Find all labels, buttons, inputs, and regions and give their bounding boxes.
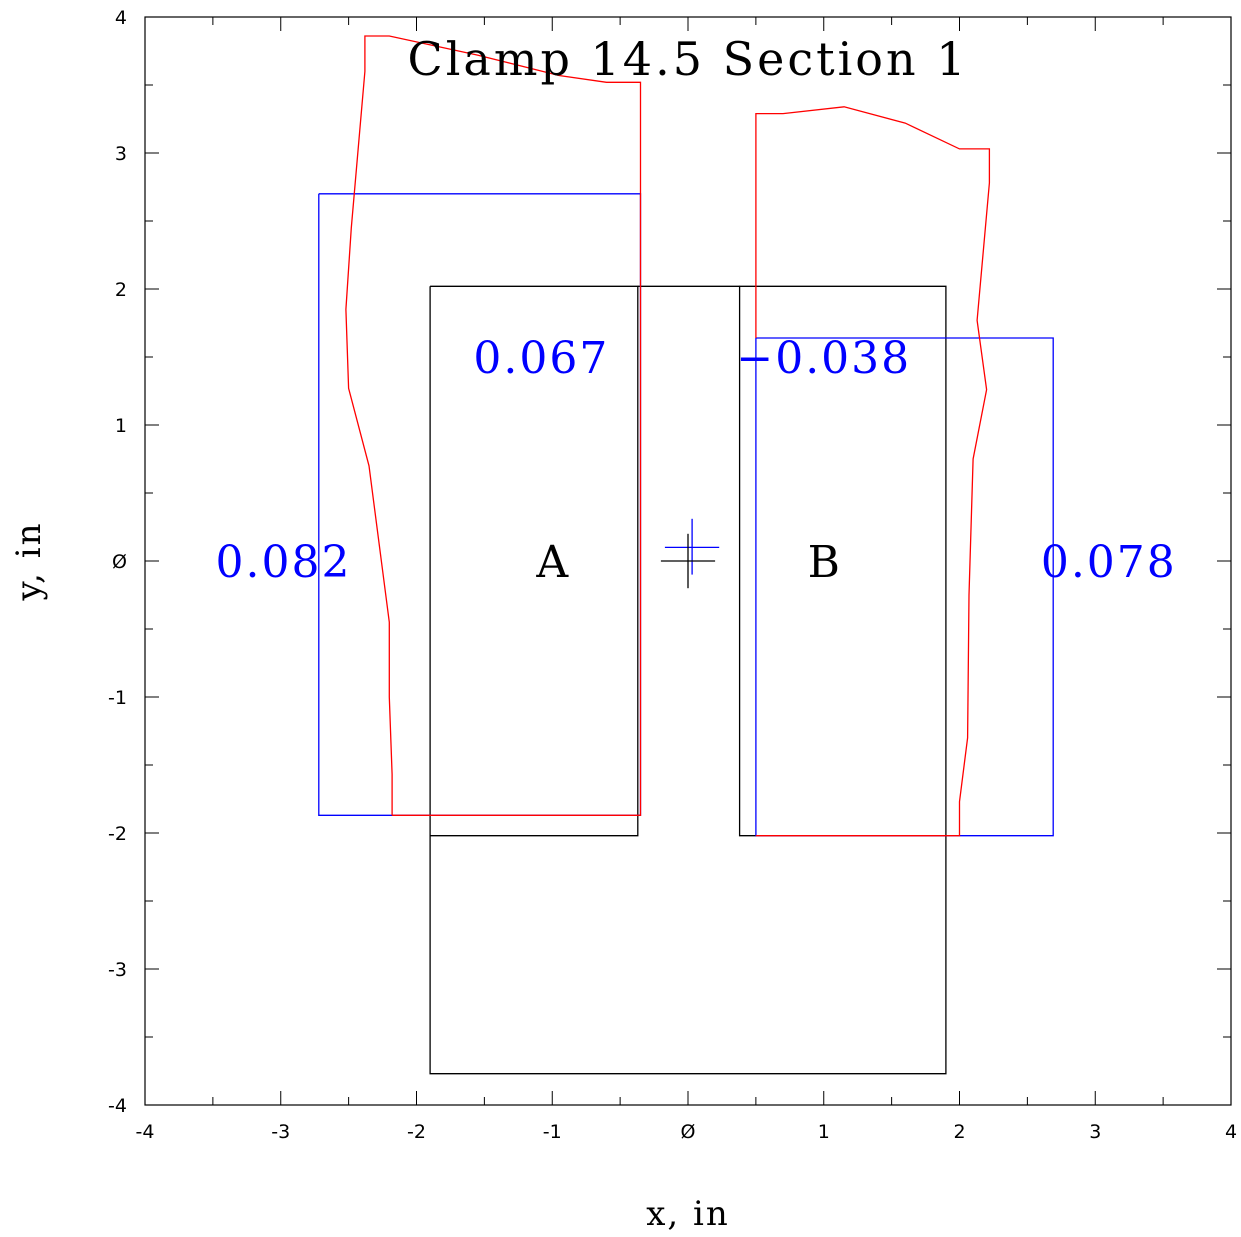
y-tick-label: Ø	[112, 551, 127, 573]
x-tick-label: -2	[407, 1121, 426, 1143]
y-tick-label: 3	[115, 143, 127, 165]
y-axis-title: y, in	[9, 521, 49, 601]
y-tick-label: -1	[108, 687, 127, 709]
value-label: 0.067	[473, 333, 609, 384]
x-tick-label: -3	[271, 1121, 290, 1143]
x-tick-label: 4	[1225, 1121, 1237, 1143]
y-tick-label: -2	[108, 823, 127, 845]
region-label: B	[808, 537, 840, 588]
series-line-1	[430, 285, 639, 837]
y-tick-label: 4	[115, 7, 127, 29]
x-tick-label: -4	[136, 1121, 155, 1143]
value-label: 0.078	[1041, 537, 1177, 588]
axis-ticks	[144, 16, 1232, 1106]
y-tick-label: 2	[115, 279, 127, 301]
series-line-4	[755, 337, 1054, 837]
x-tick-label: -1	[543, 1121, 562, 1143]
series-line-3	[318, 193, 642, 816]
series-line-0	[429, 285, 947, 1075]
chart-title: Clamp 14.5 Section 1	[408, 32, 969, 86]
value-label: 0.082	[215, 537, 351, 588]
series-line-6	[755, 106, 991, 837]
y-tick-labels: -4 -3 -2 -1 Ø 1 2 3 4	[108, 7, 127, 1117]
value-label: −0.038	[736, 333, 911, 384]
x-tick-label: Ø	[681, 1121, 696, 1143]
y-tick-label: -3	[108, 959, 127, 981]
x-tick-label: 3	[1089, 1121, 1101, 1143]
y-tick-label: 1	[115, 415, 127, 437]
series-line-5	[345, 35, 642, 816]
x-axis-title: x, in	[646, 1194, 730, 1234]
x-tick-label: 1	[818, 1121, 830, 1143]
y-tick-label: -4	[108, 1095, 127, 1117]
annotation-layer: A B 0.067 −0.038 0.082 0.078	[215, 333, 1177, 588]
region-label: A	[535, 537, 569, 588]
x-tick-labels: -4 -3 -2 -1 Ø 1 2 3 4	[136, 1121, 1238, 1143]
x-tick-label: 2	[953, 1121, 965, 1143]
series-layer	[318, 35, 1054, 1075]
